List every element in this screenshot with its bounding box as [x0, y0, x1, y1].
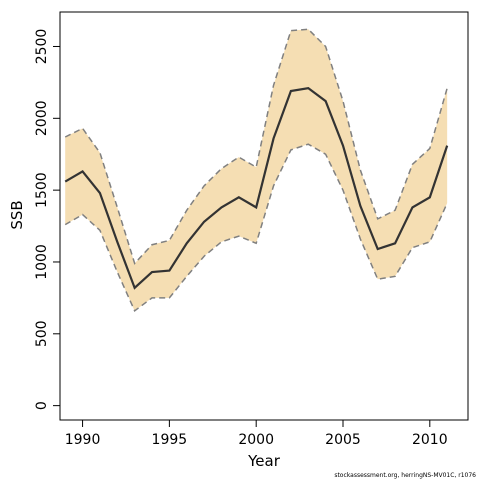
- x-tick-label-2010: 2010: [412, 432, 448, 448]
- x-tick-label-1995: 1995: [152, 432, 188, 448]
- y-tick-label-0: 0: [34, 401, 50, 410]
- y-tick-label-2000: 2000: [34, 100, 50, 136]
- series-lines-layer: [64, 28, 449, 312]
- y-axis-title: SSB: [8, 200, 26, 229]
- footer-credit: stockassessment.org, herringNS-MV01C, r1…: [334, 472, 476, 479]
- y-tick-label-1000: 1000: [34, 244, 50, 280]
- axes-layer: 1990 1995 2000 2005 2010 0 500 1000 1500 2000 2500: [34, 29, 448, 448]
- x-axis-title: Year: [247, 452, 281, 470]
- y-tick-label-2500: 2500: [34, 29, 50, 65]
- y-tick-label-500: 500: [34, 320, 50, 347]
- lower-bound-line: [64, 143, 448, 312]
- plot-frame: [59, 11, 469, 421]
- y-tick-label-1500: 1500: [34, 172, 50, 208]
- x-tick-label-1990: 1990: [65, 432, 101, 448]
- confidence-band-layer: [65, 29, 448, 311]
- ssb-estimate-line: [64, 86, 449, 290]
- x-tick-label-2000: 2000: [238, 432, 274, 448]
- confidence-band: [65, 29, 448, 311]
- x-tick-label-2005: 2005: [325, 432, 361, 448]
- upper-bound-line: [64, 28, 448, 265]
